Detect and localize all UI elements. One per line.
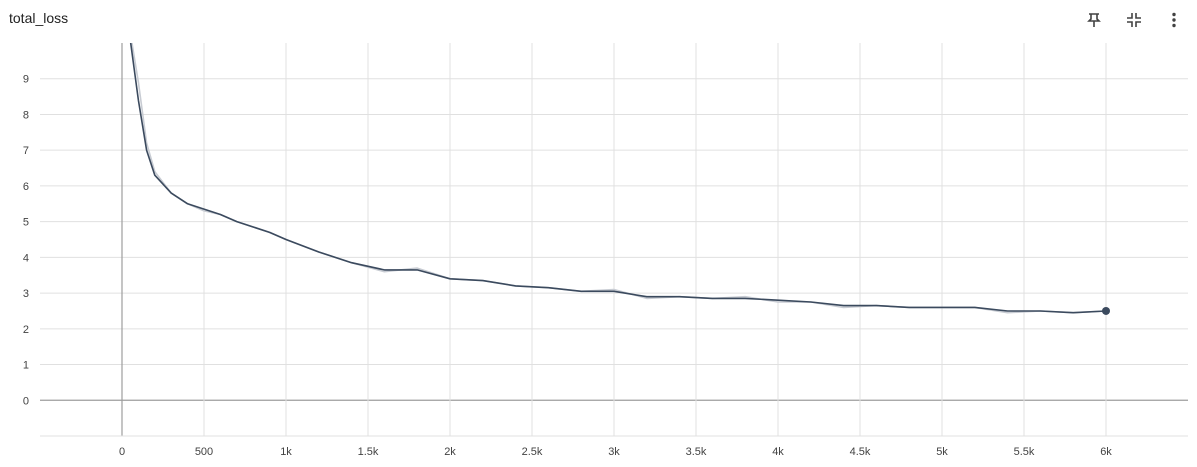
x-tick-label: 2.5k [522,446,543,458]
x-tick-label: 6k [1100,446,1112,458]
more-vert-icon [1172,12,1176,28]
more-options-button[interactable] [1161,8,1187,32]
y-tick-label: 8 [23,109,29,121]
x-tick-label: 1k [280,446,292,458]
pin-icon [1087,13,1101,27]
y-tick-label: 5 [23,217,29,229]
fit-domain-button[interactable] [1121,8,1147,32]
y-tick-label: 9 [23,74,29,86]
x-tick-label: 4k [772,446,784,458]
y-tick-label: 6 [23,181,29,193]
x-tick-label: 4.5k [850,446,871,458]
x-tick-label: 5.5k [1014,446,1035,458]
smoothed-series-line [129,43,1107,314]
x-tick-label: 3.5k [686,446,707,458]
y-tick-label: 2 [23,324,29,336]
series-end-point [1102,306,1110,315]
y-tick-label: 4 [23,252,29,264]
fit-domain-icon [1127,13,1141,27]
chart-title: total_loss [9,10,69,26]
x-tick-label: 0 [119,446,125,458]
pin-button[interactable] [1081,8,1107,32]
x-tick-label: 1.5k [358,446,379,458]
x-tick-label: 500 [195,446,213,458]
x-tick-label: 2k [444,446,456,458]
y-tick-label: 1 [23,360,29,372]
x-tick-label: 5k [936,446,948,458]
y-tick-label: 3 [23,288,29,300]
chart-toolbar [1081,8,1187,32]
series-group [129,43,1107,314]
y-tick-label: 7 [23,145,29,157]
y-tick-label: 0 [23,395,29,407]
x-tick-label: 3k [608,446,620,458]
